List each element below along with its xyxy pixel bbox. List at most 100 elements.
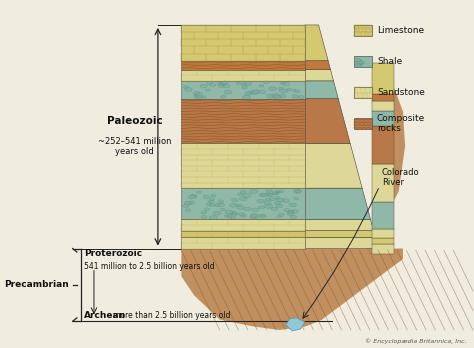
Polygon shape <box>242 86 247 89</box>
Polygon shape <box>266 193 271 196</box>
Polygon shape <box>305 61 330 70</box>
Polygon shape <box>354 58 361 62</box>
Polygon shape <box>356 65 363 68</box>
Polygon shape <box>294 197 299 200</box>
Polygon shape <box>372 164 393 202</box>
Polygon shape <box>205 89 210 92</box>
Polygon shape <box>225 210 233 214</box>
Polygon shape <box>219 200 224 203</box>
Polygon shape <box>279 94 286 98</box>
Polygon shape <box>237 193 243 196</box>
Polygon shape <box>185 88 192 92</box>
Polygon shape <box>259 214 264 218</box>
Polygon shape <box>237 206 245 209</box>
Polygon shape <box>184 201 191 205</box>
Polygon shape <box>279 87 284 90</box>
Text: Proterozoic: Proterozoic <box>84 249 142 258</box>
Polygon shape <box>282 199 290 203</box>
Polygon shape <box>354 87 372 98</box>
Polygon shape <box>278 213 284 216</box>
Polygon shape <box>195 93 203 96</box>
Polygon shape <box>259 90 266 94</box>
Polygon shape <box>305 99 350 143</box>
Polygon shape <box>259 85 264 87</box>
Text: Limestone: Limestone <box>377 26 424 35</box>
Polygon shape <box>201 211 207 214</box>
Polygon shape <box>305 231 375 237</box>
Polygon shape <box>266 189 273 192</box>
Polygon shape <box>354 25 372 36</box>
Polygon shape <box>188 195 197 199</box>
Polygon shape <box>275 196 280 199</box>
Polygon shape <box>292 95 299 98</box>
Polygon shape <box>182 99 305 143</box>
Text: Composite
rocks: Composite rocks <box>377 114 425 133</box>
Polygon shape <box>210 215 217 220</box>
Polygon shape <box>273 95 281 99</box>
Polygon shape <box>372 244 393 254</box>
Polygon shape <box>245 91 253 95</box>
Polygon shape <box>220 208 226 211</box>
Polygon shape <box>264 201 271 205</box>
Polygon shape <box>293 189 301 193</box>
Polygon shape <box>214 204 220 207</box>
Polygon shape <box>231 216 236 219</box>
Polygon shape <box>203 196 209 199</box>
Polygon shape <box>185 209 191 212</box>
Polygon shape <box>305 25 328 61</box>
Polygon shape <box>201 215 207 218</box>
Text: Paleozoic: Paleozoic <box>107 116 162 126</box>
Polygon shape <box>358 61 365 64</box>
Polygon shape <box>287 88 291 90</box>
Polygon shape <box>218 84 225 87</box>
Polygon shape <box>280 89 288 93</box>
Polygon shape <box>288 210 294 214</box>
Polygon shape <box>230 203 237 207</box>
Polygon shape <box>292 89 296 92</box>
Polygon shape <box>257 199 264 203</box>
Polygon shape <box>243 193 251 198</box>
Polygon shape <box>243 95 251 99</box>
Polygon shape <box>210 198 214 201</box>
Polygon shape <box>272 191 279 195</box>
Polygon shape <box>295 189 301 192</box>
Polygon shape <box>279 190 284 193</box>
Polygon shape <box>244 81 252 86</box>
Polygon shape <box>241 214 246 217</box>
Polygon shape <box>239 197 247 201</box>
Text: ~252–541 million
years old: ~252–541 million years old <box>98 137 171 156</box>
Polygon shape <box>372 202 393 229</box>
Polygon shape <box>252 208 259 212</box>
Polygon shape <box>266 193 273 197</box>
Polygon shape <box>227 215 232 218</box>
Polygon shape <box>354 118 372 129</box>
Polygon shape <box>182 70 305 81</box>
Polygon shape <box>232 213 238 216</box>
Polygon shape <box>305 70 334 81</box>
Polygon shape <box>372 63 393 94</box>
Polygon shape <box>182 61 305 70</box>
Polygon shape <box>283 82 290 86</box>
Polygon shape <box>372 229 393 238</box>
Polygon shape <box>305 188 371 220</box>
Polygon shape <box>182 143 305 188</box>
Polygon shape <box>200 84 208 88</box>
Polygon shape <box>269 87 277 91</box>
Polygon shape <box>193 95 199 97</box>
Polygon shape <box>276 190 281 193</box>
Text: Sandstone: Sandstone <box>377 88 425 97</box>
Polygon shape <box>372 238 393 244</box>
Polygon shape <box>207 81 213 84</box>
Text: Precambrian: Precambrian <box>4 280 68 290</box>
Polygon shape <box>265 204 273 208</box>
Polygon shape <box>210 83 216 87</box>
Polygon shape <box>354 56 372 67</box>
Polygon shape <box>191 194 197 198</box>
Text: 541 million to 2.5 billion years old: 541 million to 2.5 billion years old <box>84 262 215 271</box>
Polygon shape <box>231 198 238 202</box>
Polygon shape <box>251 90 259 95</box>
Polygon shape <box>221 95 226 98</box>
Polygon shape <box>277 198 284 202</box>
Polygon shape <box>197 191 201 193</box>
Polygon shape <box>267 94 274 98</box>
